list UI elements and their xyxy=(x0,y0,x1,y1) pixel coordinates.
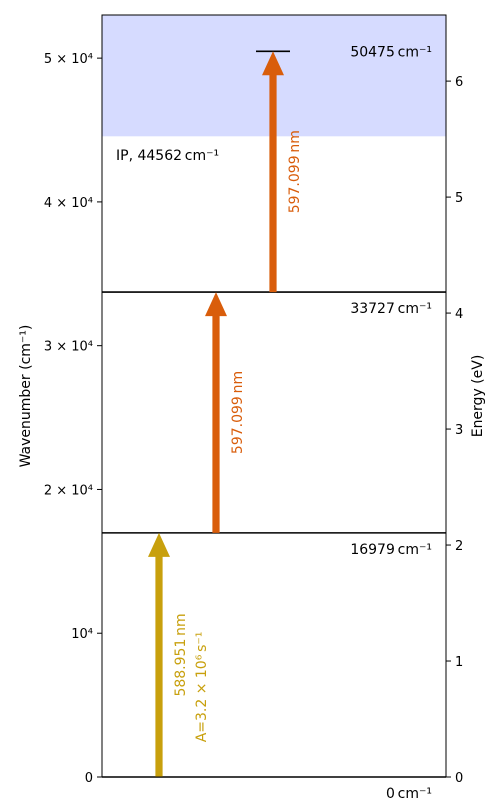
transition-arrow-shape xyxy=(205,292,227,533)
right-tick-label: 4 xyxy=(455,307,463,322)
right-tick-label: 1 xyxy=(455,655,463,670)
transition-wavelength-label: 597.099 nm xyxy=(287,130,303,213)
right-axis: 0 1 2 3 4 5 6 xyxy=(446,75,463,786)
left-tick-label: 10⁴ xyxy=(71,627,93,642)
left-tick-label: 0 xyxy=(85,771,93,786)
plot-frame xyxy=(101,14,447,778)
right-tick-label: 6 xyxy=(455,75,463,90)
energy-level-label: 0 cm⁻¹ xyxy=(386,786,432,800)
right-tick-label: 2 xyxy=(455,539,463,554)
transition-arrow: 597.099 nm xyxy=(262,51,303,293)
transition-rate-label: A=3.2 × 10⁶ s⁻¹ xyxy=(194,632,210,743)
left-axis-label: Wavenumber (cm⁻¹) xyxy=(18,325,34,468)
left-tick-label: 4 × 10⁴ xyxy=(44,196,93,211)
transition-arrow-shape xyxy=(262,51,284,293)
ionization-label: IP, 44562 cm⁻¹ xyxy=(116,148,219,164)
energy-level-label: 50475 cm⁻¹ xyxy=(350,44,432,60)
transition-arrow: 588.951 nm A=3.2 × 10⁶ s⁻¹ xyxy=(148,532,210,777)
left-tick-label: 2 × 10⁴ xyxy=(44,483,93,498)
right-axis-label: Energy (eV) xyxy=(470,355,486,438)
transition-arrow-shape xyxy=(148,532,170,777)
right-tick-label: 5 xyxy=(455,191,463,206)
transition-arrow: 597.099 nm xyxy=(205,292,246,533)
left-tick-label: 5 × 10⁴ xyxy=(44,52,93,67)
transitions-layer: 588.951 nm A=3.2 × 10⁶ s⁻¹ 597.099 nm 597.0… xyxy=(148,51,303,777)
left-tick-label: 3 × 10⁴ xyxy=(44,340,93,355)
right-tick-label: 0 xyxy=(455,771,463,786)
levels-layer: 0 cm⁻¹ 16979 cm⁻¹ 33727 cm⁻¹ 50475 cm⁻¹ xyxy=(102,44,446,800)
left-axis: 0 10⁴ 2 × 10⁴ 3 × 10⁴ 4 × 10⁴ 5 × 10⁴ xyxy=(44,52,102,786)
transition-wavelength-label: 597.099 nm xyxy=(230,371,246,454)
energy-level-label: 16979 cm⁻¹ xyxy=(350,542,432,558)
right-tick-label: 3 xyxy=(455,423,463,438)
transition-wavelength-label: 588.951 nm xyxy=(173,613,189,696)
energy-level-label: 33727 cm⁻¹ xyxy=(350,301,432,317)
